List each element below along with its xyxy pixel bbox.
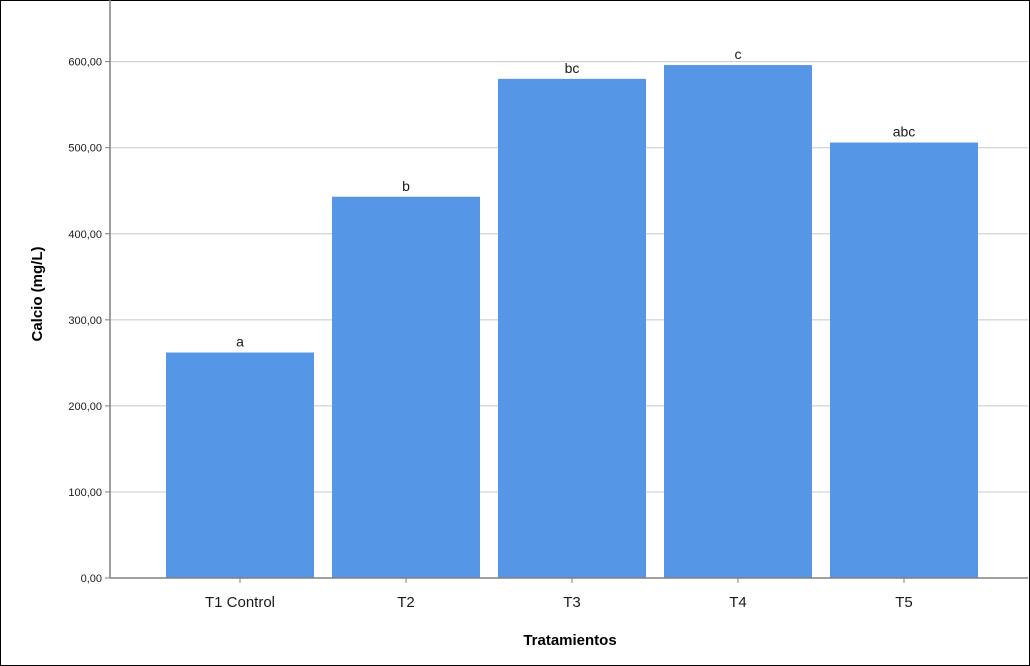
y-tick-label: 0,00 bbox=[81, 573, 102, 585]
y-tick-label: 300,00 bbox=[68, 315, 102, 327]
y-tick-label: 400,00 bbox=[68, 229, 102, 241]
bar bbox=[664, 65, 812, 578]
x-tick-label: T1 Control bbox=[205, 594, 275, 611]
bars-group bbox=[166, 65, 978, 579]
x-tick-label: T2 bbox=[397, 594, 415, 611]
bar bbox=[332, 196, 480, 578]
y-axis-title: Calcio (mg/L) bbox=[29, 246, 46, 341]
bar bbox=[830, 142, 978, 579]
y-tick-labels: 0,00 100,00 200,00 300,00 400,00 500,00 600,00 bbox=[68, 57, 110, 585]
x-tick-label: T5 bbox=[895, 594, 913, 611]
y-tick-label: 600,00 bbox=[68, 57, 102, 69]
data-label: b bbox=[402, 178, 410, 194]
axes-group bbox=[109, 0, 1028, 579]
data-label: abc bbox=[893, 124, 916, 140]
data-label: bc bbox=[565, 60, 580, 76]
bar bbox=[498, 78, 646, 579]
x-tick-label: T3 bbox=[563, 594, 581, 611]
data-label: c bbox=[735, 46, 742, 62]
x-tick-labels: T1 Control T2 T3 T4 T5 bbox=[205, 578, 913, 611]
x-axis-title: Tratamientos bbox=[523, 632, 616, 649]
bar bbox=[166, 352, 314, 578]
y-tick-label: 100,00 bbox=[68, 487, 102, 499]
y-tick-label: 200,00 bbox=[68, 401, 102, 413]
data-labels: a b bc c abc bbox=[236, 46, 915, 349]
data-label: a bbox=[236, 334, 244, 350]
x-tick-label: T4 bbox=[729, 594, 747, 611]
y-tick-label: 500,00 bbox=[68, 143, 102, 155]
